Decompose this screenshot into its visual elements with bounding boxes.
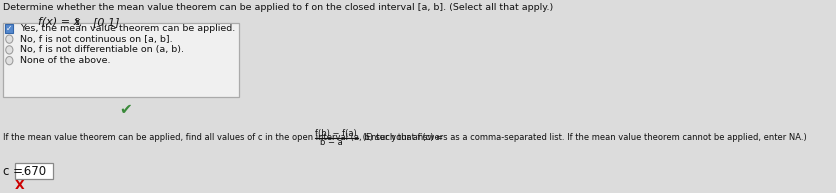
Circle shape <box>6 35 13 43</box>
Text: .670: .670 <box>21 165 47 178</box>
Text: f(b) − f(a): f(b) − f(a) <box>315 129 357 138</box>
Text: b − a: b − a <box>319 138 343 147</box>
Text: f(x) = x: f(x) = x <box>38 17 80 27</box>
Text: If the mean value theorem can be applied, find all values of c in the open inter: If the mean value theorem can be applied… <box>3 133 446 142</box>
Text: c =: c = <box>3 165 27 178</box>
Text: Yes, the mean value theorem can be applied.: Yes, the mean value theorem can be appli… <box>20 24 236 33</box>
Text: X: X <box>15 179 24 192</box>
Circle shape <box>6 46 13 54</box>
Text: ,   [0,1]: , [0,1] <box>79 17 120 27</box>
Text: (Enter your answers as a comma-separated list. If the mean value theorem cannot : (Enter your answers as a comma-separated… <box>359 133 806 142</box>
Text: 5: 5 <box>74 18 79 27</box>
Text: None of the above.: None of the above. <box>20 56 111 65</box>
Text: No, f is not differentiable on (a, b).: No, f is not differentiable on (a, b). <box>20 45 184 54</box>
Circle shape <box>6 57 13 65</box>
Text: Determine whether the mean value theorem can be applied to f on the closed inter: Determine whether the mean value theorem… <box>3 3 553 12</box>
Text: No, f is not continuous on [a, b].: No, f is not continuous on [a, b]. <box>20 35 173 44</box>
Text: ✔: ✔ <box>119 102 132 117</box>
FancyBboxPatch shape <box>15 163 53 179</box>
Text: ✓: ✓ <box>6 24 13 33</box>
FancyBboxPatch shape <box>5 24 13 33</box>
FancyBboxPatch shape <box>3 23 239 97</box>
